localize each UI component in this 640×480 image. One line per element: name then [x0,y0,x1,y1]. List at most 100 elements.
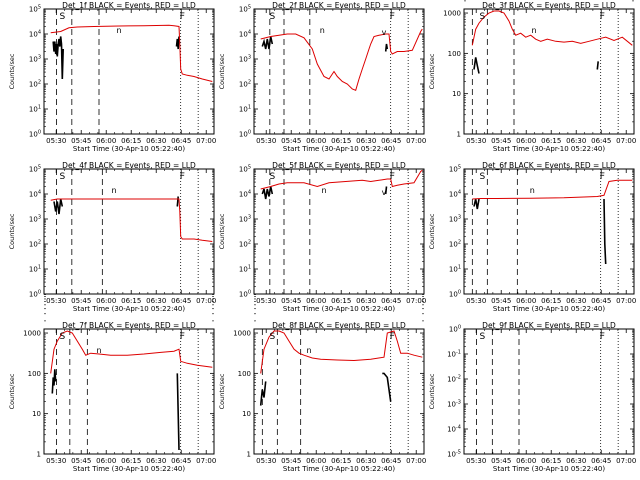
chart-title: Det_8f BLACK = Events, RED = LLD [272,321,406,330]
y-tick-label: 104 [449,190,461,199]
y-tick-label: 1 [457,131,461,139]
series-line-events [51,369,57,394]
y-tick-base: 10 [29,166,38,174]
series-line-events [259,381,267,406]
x-tick-label: 05:45 [491,457,511,465]
y-tick-exponent: 2 [458,240,461,246]
y-tick-base: 10 [29,216,38,224]
x-tick-label: 05:30 [256,297,276,305]
y-tick-label: 101 [239,265,251,274]
y-tick-base: 10 [447,451,456,459]
x-tick-label: 07:00 [616,297,636,305]
x-axis-label: Start Time (30-Apr-10 05:22:40) [283,465,395,473]
x-tick-label: 06:00 [96,137,116,145]
y-tick-label: 10 [32,410,41,418]
y-tick-base: 10 [29,241,38,249]
y-axis-label: Counts/sec [8,373,16,409]
chart-title: Det_6f BLACK = Events, RED = LLD [482,161,616,170]
x-tick-label: 06:30 [566,137,586,145]
y-tick-label: 101 [449,265,461,274]
x-axis-label: Start Time (30-Apr-10 05:22:40) [73,305,185,313]
y-tick-exponent: 2 [248,240,251,246]
mark-n: n [96,346,101,355]
y-tick-exponent: 5 [38,165,41,171]
x-tick-label: 07:00 [196,457,216,465]
x-tick-label: 06:45 [171,297,191,305]
x-axis-label: Start Time (30-Apr-10 05:22:40) [283,305,395,313]
y-axis-label: Counts/sec [428,213,436,249]
y-tick-label: 103 [29,55,41,64]
y-tick-label: 10 [242,410,251,418]
y-tick-label: 100 [28,370,41,378]
y-axis-label: Counts/sec [218,213,226,249]
x-tick-label: 05:30 [46,137,66,145]
mark-v: v [382,188,387,197]
mark-s: S [269,172,275,182]
y-tick-label: 103 [449,215,461,224]
y-tick-exponent: 0 [458,325,461,331]
y-tick-base: 10 [239,131,248,139]
mark-s: S [479,332,485,342]
mark-n: n [111,186,116,195]
plot-frame [463,8,635,135]
y-tick-label: 100 [238,370,251,378]
x-tick-label: 06:00 [306,457,326,465]
x-axis-label: Start Time (30-Apr-10 05:22:40) [493,305,605,313]
y-tick-label: 100 [448,50,461,58]
y-tick-base: 10 [239,81,248,89]
y-tick-label: 104 [239,30,251,39]
x-axis-label: Start Time (30-Apr-10 05:22:40) [73,145,185,153]
x-tick-label: 06:15 [541,137,561,145]
chart-panel-7: Det_7f BLACK = Events, RED = LLD Counts/s… [8,294,216,473]
y-tick-exponent: 4 [38,30,41,36]
y-tick-exponent: 0 [248,130,251,136]
y-tick-base: 10 [449,191,458,199]
x-tick-label: 07:00 [406,137,426,145]
y-tick-label: 102 [29,80,41,89]
mark-f: F [390,12,395,22]
y-tick-base: 10 [29,266,38,274]
mark-n: n [531,26,536,35]
x-tick-label: 06:15 [121,297,141,305]
y-tick-base: 10 [239,166,248,174]
x-tick-label: 06:00 [96,297,116,305]
mark-f: F [180,12,185,22]
y-tick-label: 1000 [23,330,41,338]
y-tick-base: 10 [239,56,248,64]
y-tick-label: 1 [37,451,41,459]
y-tick-exponent: 3 [248,55,251,61]
x-tick-label: 06:00 [516,297,536,305]
plot-frame [43,168,215,295]
mark-n: n [321,186,326,195]
x-tick-label: 05:30 [466,457,486,465]
series-line-events [603,198,607,265]
x-tick-label: 06:30 [566,297,586,305]
y-tick-label: 101 [29,105,41,114]
y-tick-exponent: -2 [456,375,461,381]
y-tick-label: 100 [449,290,461,299]
mark-s: S [59,332,65,342]
y-tick-label: 1000 [233,330,251,338]
series-line-lld [471,10,633,46]
series-line-events [52,36,64,80]
chart-title: Det_5f BLACK = Events, RED = LLD [272,161,406,170]
y-tick-exponent: 1 [248,265,251,271]
x-tick-label: 07:00 [406,297,426,305]
series-line-lld [50,330,213,374]
y-tick-exponent: 2 [38,80,41,86]
series-line-events [384,186,388,195]
y-tick-base: 10 [449,326,458,334]
y-tick-exponent: -1 [456,350,461,356]
y-tick-label: 10-4 [447,425,461,434]
chart-panel-9: Det_9f BLACK = Events, RED = LLD Counts/s… [428,321,636,473]
x-axis-label: Start Time (30-Apr-10 05:22:40) [283,145,395,153]
x-tick-label: 06:15 [121,137,141,145]
y-axis-label: Counts/sec [218,53,226,89]
mark-f: F [600,12,605,22]
y-tick-base: 10 [449,241,458,249]
series-line-lld [472,179,633,200]
series-line-events [53,198,64,215]
y-axis-label: Counts/sec [8,213,16,249]
mark-s: S [269,332,275,342]
chart-panel-5: Det_5f BLACK = Events, RED = LLD Counts/s… [218,161,426,313]
